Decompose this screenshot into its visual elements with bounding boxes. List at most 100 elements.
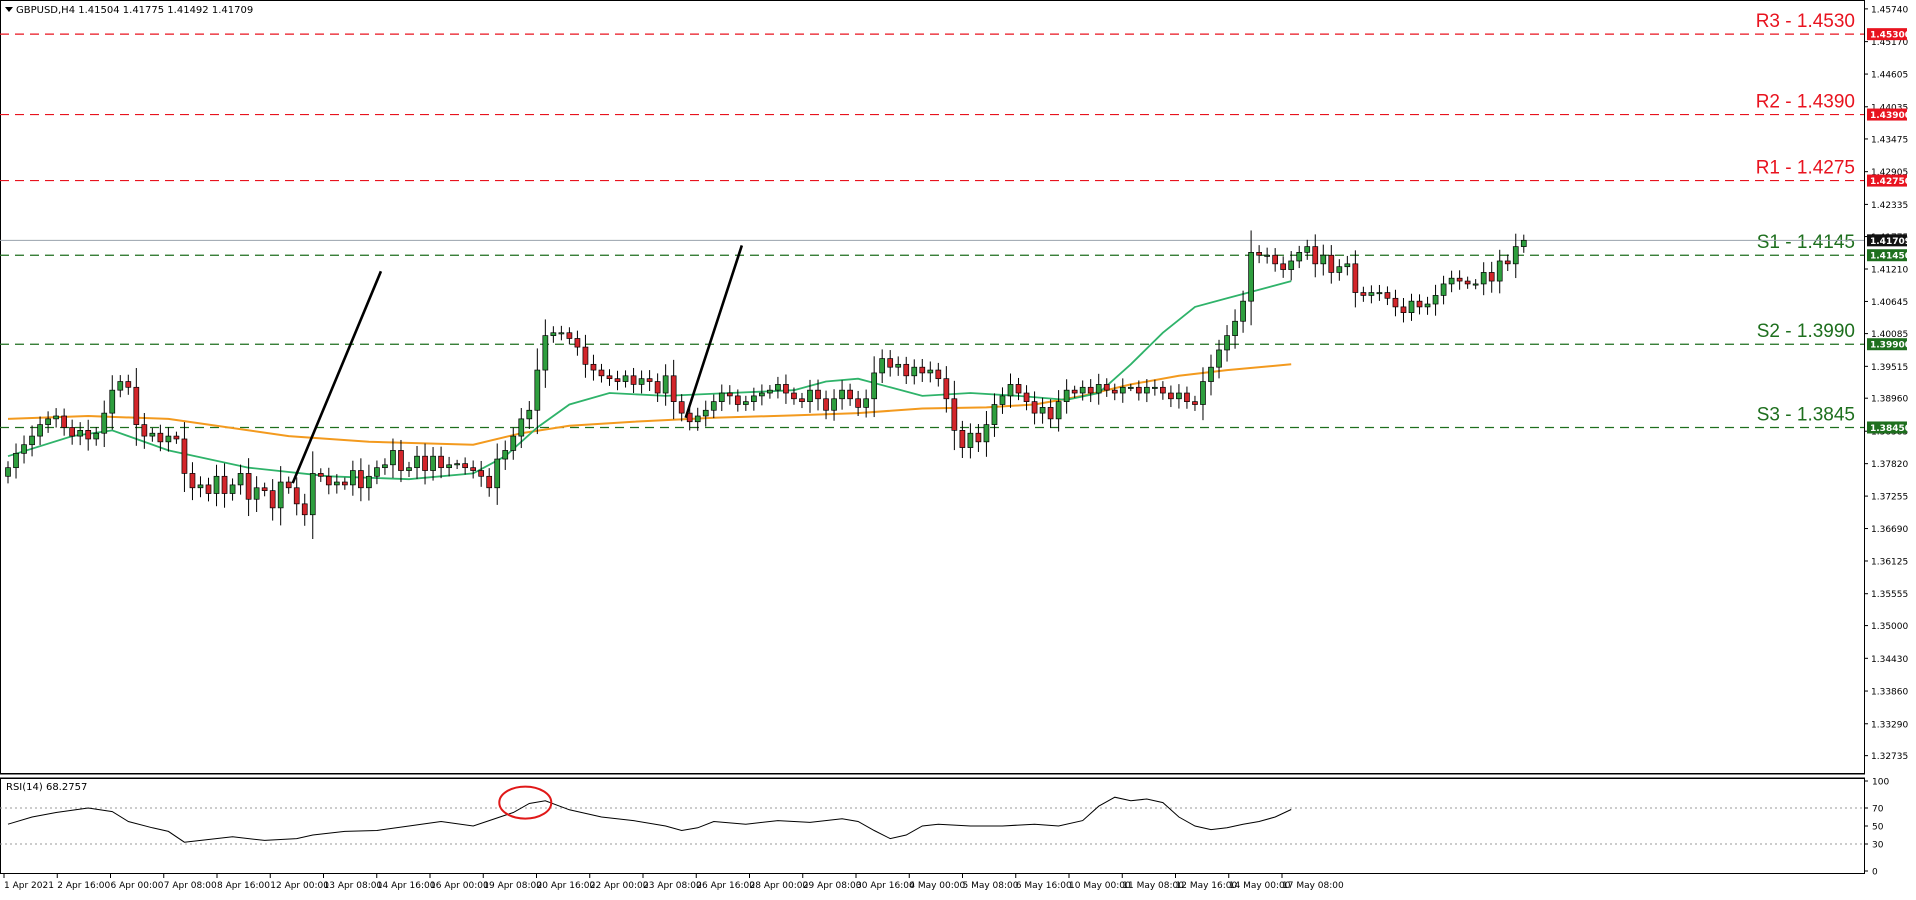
candle (462, 457, 468, 475)
candle-body-bear (855, 398, 861, 408)
candle (975, 424, 982, 452)
candle-body-bull (863, 398, 869, 408)
candle-body-bull (149, 432, 156, 437)
trend-line (684, 245, 744, 419)
candle (1328, 245, 1335, 284)
candle-body-bull (991, 404, 998, 425)
time-tick-label: 26 Apr 16:00 (696, 881, 755, 891)
candle-body-bear (951, 398, 958, 431)
candle (69, 419, 76, 445)
time-tick-label: 30 Apr 16:00 (856, 881, 915, 891)
candle (1208, 354, 1214, 396)
candle (229, 478, 236, 501)
candle-body-bull (694, 415, 701, 423)
time-tick-label: 20 Apr 16:00 (537, 881, 596, 891)
candle (775, 376, 781, 399)
candle-body-bear (935, 369, 942, 380)
candle-body-bull (1336, 266, 1343, 273)
candle (590, 354, 597, 381)
candle (189, 462, 196, 501)
candle (358, 458, 364, 502)
candle (670, 359, 677, 420)
candle (1360, 286, 1367, 302)
candle (1079, 380, 1086, 401)
candle (1432, 284, 1439, 316)
time-tick-label: 13 Apr 08:00 (324, 881, 383, 891)
candle-body-bear (1384, 292, 1391, 299)
candle (574, 330, 581, 356)
price-tick-label: 1.41210 (1871, 266, 1908, 276)
candle-body-bull (1232, 320, 1238, 336)
candle-body-bull (999, 395, 1006, 405)
candle (630, 367, 637, 394)
candle (45, 411, 51, 433)
candle-body-bear (903, 363, 910, 377)
candle-body-bull (5, 467, 11, 477)
candle-body-bear (1103, 384, 1110, 391)
price-tag-r2: 1.43900 (1867, 108, 1911, 121)
candle-body-bull (1224, 335, 1230, 351)
candle (117, 375, 124, 398)
candle (1055, 390, 1062, 432)
candle (1400, 297, 1407, 323)
candle-body-bull (1512, 246, 1519, 265)
candle (1472, 279, 1479, 290)
candle (5, 461, 11, 484)
candle-body-bull (390, 450, 396, 466)
candle-body-bull (895, 363, 902, 368)
candle-body-bull (1152, 386, 1158, 389)
candle (1488, 261, 1495, 293)
candle-body-bull (983, 424, 990, 443)
candle-body-bear (887, 358, 894, 368)
price-tick-label: 1.40085 (1871, 330, 1908, 340)
candle-body-bull (1368, 292, 1375, 296)
candle (767, 385, 773, 399)
candle (149, 428, 156, 442)
candle (991, 393, 998, 437)
rsi-tick-label: 0 (1872, 868, 1878, 878)
candle-body-bear (221, 475, 228, 494)
time-tick-label: 6 May 16:00 (1016, 881, 1072, 891)
candle (61, 408, 67, 436)
candle-body-bull (430, 455, 436, 471)
candle-body-bear (686, 412, 693, 423)
candle (1168, 385, 1174, 408)
candle-body-bull (277, 481, 284, 509)
candle-body-bear (614, 378, 621, 382)
candle (414, 445, 420, 479)
price-tag-r2-bg (1867, 108, 1907, 121)
candle-body-bear (646, 378, 653, 382)
candle (1039, 397, 1046, 424)
time-tick-label: 23 Apr 08:00 (643, 881, 702, 891)
time-tick-label: 12 May 16:00 (1176, 881, 1238, 891)
candle (1368, 285, 1375, 304)
candle-body-bull (1240, 300, 1246, 322)
candle-body-bull (775, 384, 781, 391)
candle (1007, 373, 1014, 408)
time-tick-label: 11 May 08:00 (1122, 881, 1184, 891)
candle (710, 394, 717, 419)
candle-body-bull (1376, 292, 1383, 295)
price-tag-r3-bg (1867, 28, 1907, 41)
candle-body-bull (1496, 260, 1503, 282)
candle-body-bear (1087, 386, 1094, 394)
candle (742, 395, 749, 411)
symbol-dropdown-icon[interactable] (5, 7, 13, 12)
candle-body-bull (13, 452, 19, 469)
candle-body-bear (1047, 407, 1054, 420)
time-tick-label: 16 Apr 00:00 (430, 881, 489, 891)
candle-body-bear (783, 384, 789, 394)
candle (13, 443, 19, 479)
candle-body-bear (1071, 389, 1078, 394)
candle-body-bear (325, 475, 332, 486)
candle-body-bear (69, 427, 76, 437)
candle-body-bull (1472, 283, 1479, 286)
candle (550, 326, 557, 343)
candle (1464, 276, 1471, 289)
price-tick-label: 1.43475 (1871, 135, 1908, 145)
candle (1288, 251, 1295, 281)
candle (285, 476, 292, 494)
candle (999, 387, 1006, 414)
candle-body-bull (414, 455, 420, 469)
candle (903, 356, 910, 385)
